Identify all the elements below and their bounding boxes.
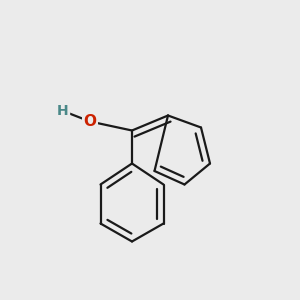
Text: O: O: [83, 114, 97, 129]
Text: H: H: [57, 104, 69, 118]
